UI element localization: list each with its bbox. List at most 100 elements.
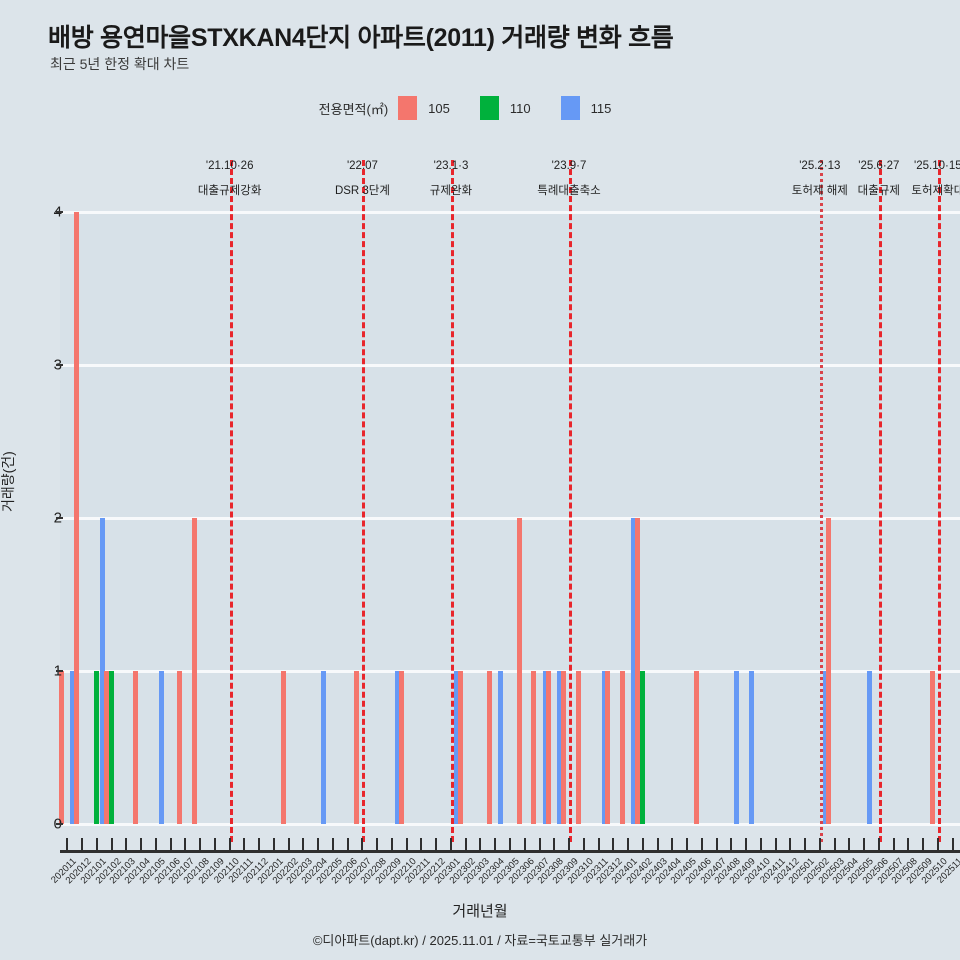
legend-entry-115[interactable]: 115 (560, 96, 636, 120)
bar-202108-105[interactable] (192, 518, 198, 824)
x-tick-mark-202501 (804, 838, 807, 851)
gridline-y-2 (60, 516, 960, 520)
x-tick-mark-202106 (169, 838, 172, 851)
x-tick-mark-202104 (140, 838, 143, 851)
bar-202408-115[interactable] (734, 671, 740, 824)
legend-entry-105[interactable]: 105 (398, 96, 474, 120)
bar-202102-110[interactable] (109, 671, 115, 824)
x-tick-mark-202302 (464, 838, 467, 851)
x-tick-mark-202105 (154, 838, 157, 851)
x-tick-mark-202509 (922, 838, 925, 851)
bar-202308-115[interactable] (557, 671, 563, 824)
bar-202510-105[interactable] (929, 671, 935, 824)
x-tick-mark-202407 (715, 838, 718, 851)
bar-202311-115[interactable] (601, 671, 607, 824)
x-tick-mark-202401 (627, 838, 630, 851)
event-date-label-202309: '23.9·7 (551, 160, 587, 172)
event-line-202502 (819, 160, 823, 842)
bar-202011-105[interactable] (59, 671, 65, 824)
legend-label-105: 105 (428, 100, 450, 116)
bar-202401-115[interactable] (631, 518, 637, 824)
bar-202107-105[interactable] (177, 671, 183, 824)
bar-202101-115[interactable] (99, 518, 105, 824)
bar-202202-105[interactable] (280, 671, 286, 824)
bar-202210-105[interactable] (398, 671, 404, 824)
bar-202011-115[interactable] (70, 671, 76, 824)
gridline-y-3 (60, 363, 960, 367)
gridline-y-4 (60, 210, 960, 214)
bar-202101-110[interactable] (94, 671, 100, 824)
x-tick-mark-202211 (420, 838, 423, 851)
bar-202307-105[interactable] (531, 671, 537, 824)
bar-202102-105[interactable] (103, 671, 109, 824)
bar-202204-115[interactable] (321, 671, 327, 824)
bar-202209-115[interactable] (395, 671, 401, 824)
gridline-y-0 (60, 822, 960, 826)
bar-202402-110[interactable] (640, 671, 646, 824)
bar-202012-105[interactable] (74, 212, 80, 824)
bar-202304-115[interactable] (498, 671, 504, 824)
event-line-202510 (937, 160, 941, 842)
bar-202306-105[interactable] (516, 518, 522, 824)
x-tick-mark-202110 (228, 838, 231, 851)
legend-label-110: 110 (509, 100, 531, 116)
bar-202312-105[interactable] (605, 671, 611, 824)
bar-202308-105[interactable] (546, 671, 552, 824)
x-tick-mark-202507 (892, 838, 895, 851)
bar-202105-115[interactable] (159, 671, 164, 824)
x-tick-mark-202402 (641, 838, 644, 851)
x-tick-mark-202108 (199, 838, 202, 851)
bar-202104-105[interactable] (133, 671, 139, 824)
bar-202309-105[interactable] (560, 671, 566, 824)
bar-202307-115[interactable] (542, 671, 548, 824)
x-tick-mark-202405 (686, 838, 689, 851)
y-tick-mark-4 (56, 211, 63, 213)
y-tick-mark-2 (56, 517, 63, 519)
x-tick-mark-202505 (863, 838, 866, 851)
x-axis-label: 거래년월 (452, 903, 508, 920)
event-date-label-202301: '23.1·3 (433, 160, 469, 172)
bar-202310-105[interactable] (575, 671, 581, 824)
bar-202304-105[interactable] (487, 671, 493, 824)
legend-swatch-icon-105 (398, 96, 418, 120)
event-name-label-202110: 대출규제강화 (197, 185, 262, 197)
x-tick-mark-202306 (523, 838, 526, 851)
bar-202402-105[interactable] (634, 518, 640, 824)
event-name-label-202301: 규제완화 (429, 185, 473, 197)
bar-202409-115[interactable] (749, 671, 755, 824)
x-tick-mark-202212 (435, 838, 438, 851)
y-tick-mark-3 (56, 364, 63, 366)
x-tick-mark-202208 (376, 838, 379, 851)
bar-202401-105[interactable] (619, 671, 625, 824)
bar-202505-115[interactable] (867, 671, 873, 824)
x-tick-mark-202209 (390, 838, 393, 851)
x-tick-mark-202309 (568, 838, 571, 851)
x-tick-mark-202406 (700, 838, 703, 851)
legend-title: 전용면적(㎡) (318, 101, 389, 117)
chart-subtitle: 최근 5년 한정 확대 차트 (50, 56, 190, 72)
x-tick-mark-202207 (361, 838, 364, 851)
bar-202503-105[interactable] (826, 518, 832, 824)
x-tick-mark-202204 (317, 838, 320, 851)
x-tick-mark-202511 (951, 838, 954, 851)
x-tick-mark-202412 (789, 838, 792, 851)
x-tick-mark-202103 (125, 838, 128, 851)
bar-202502-115[interactable] (822, 671, 828, 824)
x-tick-mark-202210 (405, 838, 408, 851)
x-tick-mark-202011 (66, 838, 69, 851)
plot-area (59, 160, 960, 842)
chart-legend: 전용면적(㎡) 105 110 115 (0, 96, 960, 120)
bar-202406-105[interactable] (693, 671, 699, 824)
legend-label-115: 115 (590, 100, 612, 116)
bar-202302-105[interactable] (457, 671, 463, 824)
event-date-label-202510: '25.10·15 (914, 160, 960, 172)
legend-entry-110[interactable]: 110 (479, 96, 555, 120)
x-tick-mark-202311 (597, 838, 600, 851)
x-tick-mark-202102 (110, 838, 113, 851)
bar-202301-115[interactable] (454, 671, 460, 824)
event-name-label-202510: 토허제확대 (911, 185, 960, 197)
x-tick-mark-202203 (302, 838, 305, 851)
bar-202207-105[interactable] (354, 671, 360, 824)
event-line-202309 (569, 160, 573, 842)
